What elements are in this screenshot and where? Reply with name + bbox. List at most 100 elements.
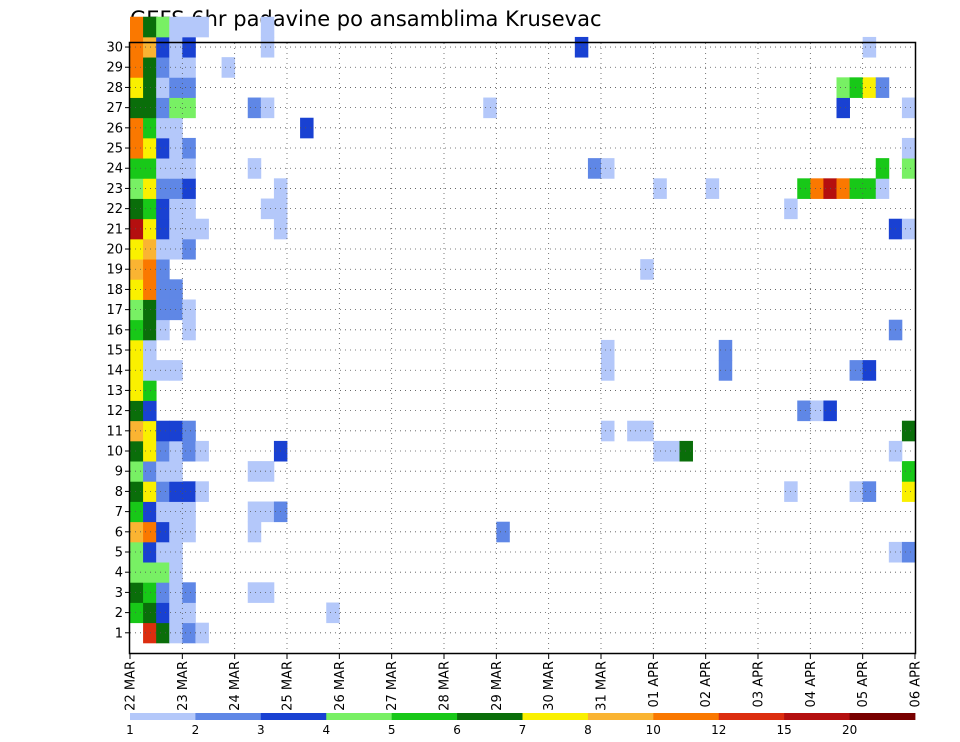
cell-member-27-step-10 (260, 97, 275, 119)
x-tick-label: 25 MAR (281, 661, 296, 711)
grid-lines (130, 43, 915, 653)
y-tick-label: 14 (106, 364, 123, 379)
cell-member-30-step-10 (260, 36, 275, 58)
cell-member-18-step-2 (156, 279, 170, 300)
y-tick-label: 15 (106, 344, 123, 359)
cell-member-2-step-0 (130, 602, 144, 624)
cell-member-28-step-4 (182, 77, 196, 98)
colorbar-swatch (260, 713, 327, 720)
cell-member-17-step-0 (130, 299, 144, 321)
cell-member-31-step-4 (182, 16, 196, 38)
cell-member-31-step-1 (143, 16, 157, 38)
cell-member-19-step-39 (640, 259, 654, 280)
y-tick-label: 19 (106, 263, 123, 278)
cell-member-31-step-5 (195, 16, 209, 38)
cell-member-21-step-5 (195, 218, 209, 240)
cell-member-27-step-59 (901, 97, 916, 119)
cell-member-7-step-1 (143, 501, 157, 523)
cell-member-23-step-0 (130, 178, 144, 199)
y-tick-label: 12 (106, 404, 123, 419)
cell-member-19-step-2 (156, 259, 170, 280)
cell-member-18-step-1 (143, 279, 157, 300)
cell-member-24-step-59 (901, 158, 916, 179)
cell-member-27-step-2 (156, 97, 170, 119)
cell-member-11-step-4 (182, 420, 196, 442)
cell-member-15-step-1 (143, 339, 157, 361)
cell-member-26-step-0 (130, 117, 144, 139)
cell-member-8-step-56 (862, 481, 877, 502)
x-tick-label: 22 MAR (124, 661, 139, 711)
cell-member-9-step-1 (143, 461, 157, 482)
cell-member-3-step-4 (182, 582, 196, 603)
y-tick-label: 17 (106, 303, 123, 318)
y-tick-label: 21 (106, 222, 123, 237)
y-tick-label: 28 (106, 81, 123, 96)
cell-member-16-step-2 (156, 319, 170, 341)
cell-member-29-step-1 (143, 57, 157, 78)
y-tick-label: 2 (115, 606, 123, 621)
cell-member-16-step-1 (143, 319, 157, 341)
y-tick-label: 8 (115, 485, 123, 500)
cell-member-1-step-4 (182, 622, 196, 644)
y-tick-label: 4 (115, 566, 123, 581)
x-tick-label: 26 MAR (333, 661, 348, 711)
x-tick-label: 28 MAR (438, 661, 453, 711)
cell-member-22-step-0 (130, 198, 144, 220)
cell-member-9-step-59 (901, 461, 916, 482)
cell-member-8-step-5 (195, 481, 209, 502)
cell-member-12-step-51 (797, 400, 811, 422)
cell-member-2-step-15 (326, 602, 340, 624)
y-tick-label: 5 (115, 546, 123, 561)
colorbar-label: 15 (777, 723, 792, 737)
colorbar-swatch (587, 713, 654, 720)
cell-member-9-step-2 (156, 461, 170, 482)
cell-member-8-step-2 (156, 481, 170, 502)
y-tick-label: 20 (106, 243, 123, 258)
cell-member-23-step-55 (849, 178, 864, 199)
cell-member-21-step-1 (143, 218, 157, 240)
cell-member-7-step-10 (260, 501, 275, 523)
cell-member-1-step-5 (195, 622, 209, 644)
y-tick-label: 18 (106, 283, 123, 298)
cell-member-23-step-56 (862, 178, 877, 199)
colorbar-label: 5 (388, 723, 396, 737)
colorbar: 1 2 3 4 5 6 7 8 10 12 15 20 (126, 713, 916, 737)
cell-member-28-step-54 (836, 77, 850, 98)
colorbar-swatch (653, 713, 720, 720)
colorbar-swatch (130, 713, 196, 720)
cell-member-28-step-1 (143, 77, 157, 98)
cell-member-28-step-55 (849, 77, 864, 98)
cell-member-6-step-1 (143, 521, 157, 543)
cell-member-2-step-4 (182, 602, 196, 624)
cell-member-18-step-0 (130, 279, 144, 300)
x-tick-label: 03 APR (752, 661, 767, 707)
x-tick-label: 23 MAR (176, 661, 191, 711)
cell-member-24-step-57 (875, 158, 890, 179)
cell-member-11-step-1 (143, 420, 157, 442)
cell-member-23-step-1 (143, 178, 157, 199)
cell-member-24-step-35 (587, 158, 602, 179)
cell-member-8-step-55 (849, 481, 864, 502)
cell-member-5-step-1 (143, 541, 157, 563)
cell-member-31-step-3 (169, 16, 183, 38)
cell-member-20-step-4 (182, 238, 196, 260)
cell-member-25-step-0 (130, 137, 144, 159)
cell-member-10-step-1 (143, 440, 157, 462)
y-axis: 1234567891011121314151617181920212223242… (106, 41, 130, 641)
cell-member-17-step-1 (143, 299, 157, 321)
x-tick-label: 06 APR (909, 661, 924, 707)
cell-member-9-step-0 (130, 461, 144, 482)
cell-member-19-step-0 (130, 259, 144, 280)
colorbar-label: 6 (453, 723, 461, 737)
cell-member-10-step-4 (182, 440, 196, 462)
cell-member-25-step-2 (156, 137, 170, 159)
cell-member-12-step-0 (130, 400, 144, 422)
cell-member-5-step-0 (130, 541, 144, 563)
cell-member-24-step-4 (182, 158, 196, 179)
cell-member-19-step-1 (143, 259, 157, 280)
cell-member-27-step-1 (143, 97, 157, 119)
cell-member-4-step-1 (143, 562, 157, 583)
colorbar-label: 2 (192, 723, 200, 737)
cell-member-22-step-4 (182, 198, 196, 220)
y-tick-label: 16 (106, 323, 123, 338)
